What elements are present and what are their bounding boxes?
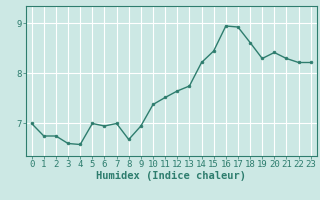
X-axis label: Humidex (Indice chaleur): Humidex (Indice chaleur) (96, 171, 246, 181)
